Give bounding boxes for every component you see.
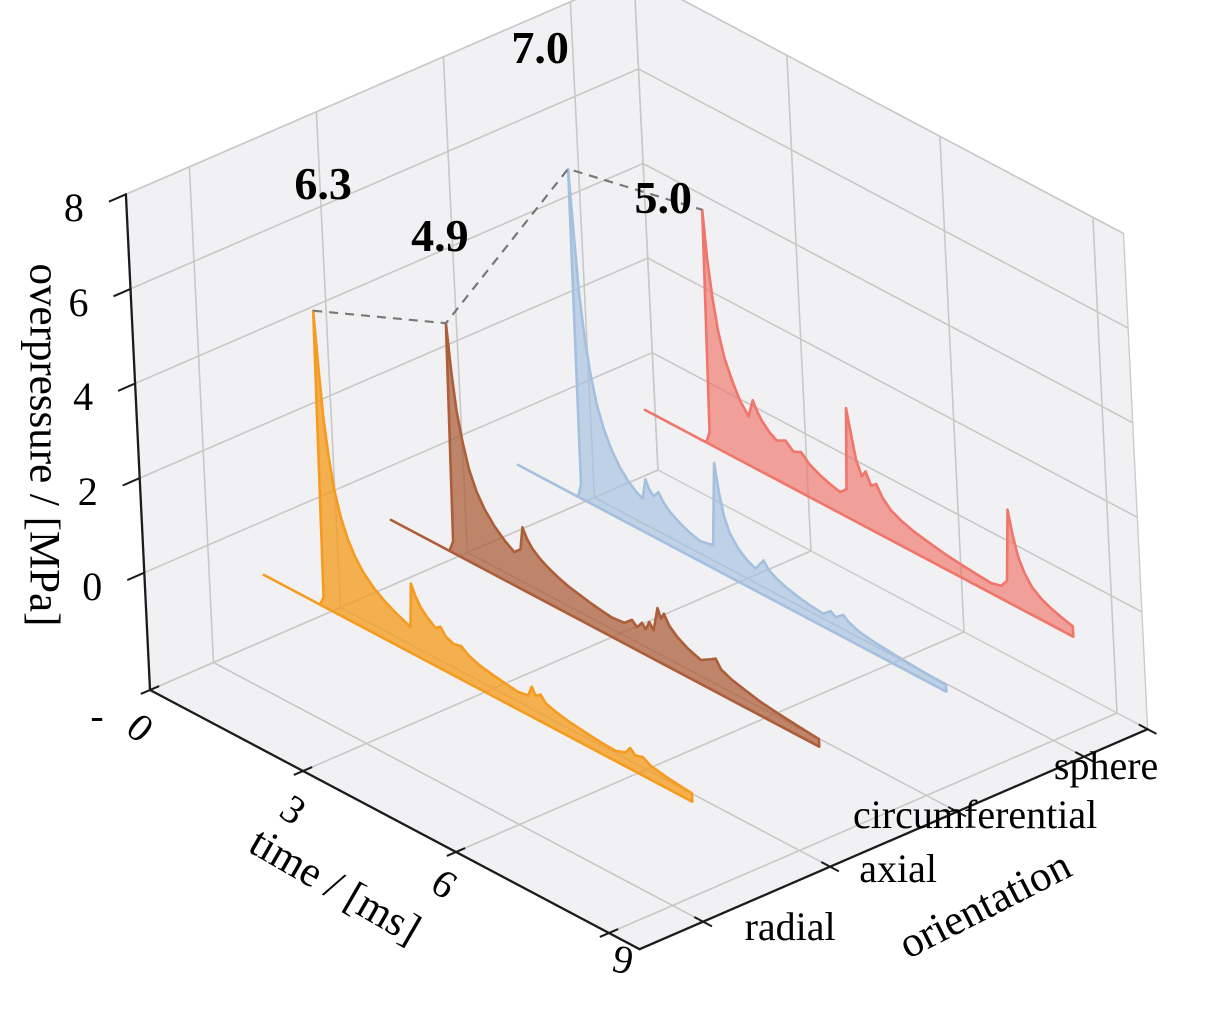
series-axial bbox=[389, 321, 821, 749]
z-tick-label-bottom: - bbox=[90, 693, 104, 738]
z-axis-title: overpressure / [MPa] bbox=[20, 263, 68, 627]
category-label-sphere: sphere bbox=[1053, 742, 1159, 788]
peak-annotation-circumferential: 7.0 bbox=[511, 21, 569, 73]
tick-marks bbox=[108, 193, 1157, 938]
z-tick-label-0: 0 bbox=[82, 563, 103, 609]
z-tick-label-2: 2 bbox=[77, 469, 98, 515]
peak-annotation-radial: 6.3 bbox=[294, 157, 352, 209]
series-circumferential bbox=[516, 167, 948, 694]
series-sphere bbox=[643, 208, 1075, 639]
z-tick-label-6: 6 bbox=[68, 279, 89, 325]
series-radial bbox=[262, 309, 694, 804]
category-label-radial: radial bbox=[744, 903, 836, 949]
z-tick-label-4: 4 bbox=[73, 374, 94, 420]
peak-annotation-axial: 4.9 bbox=[411, 210, 469, 262]
category-label-axial: axial bbox=[859, 845, 937, 891]
category-label-circumferential: circumferential bbox=[852, 791, 1098, 837]
peak-connector-dashed-line bbox=[313, 167, 703, 325]
axis-spines bbox=[124, 193, 1149, 951]
peak-annotation-sphere: 5.0 bbox=[634, 171, 692, 223]
z-tick-label-8: 8 bbox=[63, 185, 84, 231]
